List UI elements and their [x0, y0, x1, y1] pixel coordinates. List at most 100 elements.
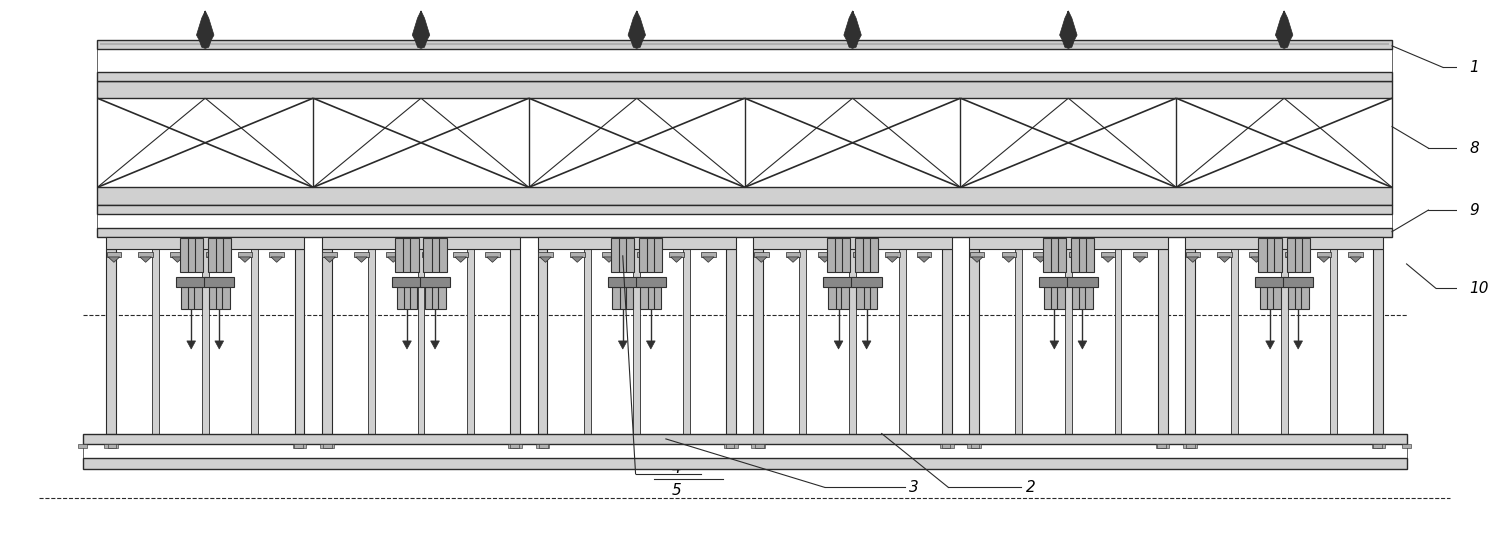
Text: 3: 3 — [910, 480, 919, 495]
Polygon shape — [819, 257, 831, 262]
Bar — [730, 444, 739, 448]
Text: 4: 4 — [672, 461, 682, 476]
Polygon shape — [788, 257, 798, 262]
Bar — [1033, 251, 1048, 257]
Bar — [725, 444, 734, 448]
Polygon shape — [456, 257, 466, 262]
Bar — [1218, 251, 1231, 257]
Bar — [1155, 444, 1164, 448]
Bar — [511, 249, 520, 434]
Bar — [79, 444, 88, 448]
Polygon shape — [834, 341, 843, 349]
Bar — [320, 444, 329, 448]
Bar — [1161, 444, 1169, 448]
Bar — [412, 434, 429, 444]
Polygon shape — [1102, 257, 1114, 262]
Bar — [1187, 444, 1196, 448]
Bar — [828, 287, 849, 308]
Bar — [968, 444, 975, 448]
Polygon shape — [207, 257, 219, 262]
Bar — [1042, 238, 1066, 272]
Bar — [1185, 251, 1200, 257]
Bar — [538, 249, 548, 434]
Text: 2: 2 — [1026, 480, 1035, 495]
Bar — [97, 81, 1392, 98]
Bar — [204, 277, 234, 287]
Polygon shape — [356, 257, 368, 262]
Bar — [417, 249, 424, 434]
Text: 8: 8 — [1470, 141, 1479, 156]
Bar — [454, 251, 468, 257]
Bar — [1281, 249, 1288, 434]
Polygon shape — [703, 257, 715, 262]
Bar — [1227, 434, 1242, 444]
Bar — [323, 251, 337, 257]
Polygon shape — [1078, 341, 1087, 349]
Bar — [608, 277, 637, 287]
Bar — [538, 251, 552, 257]
Bar — [1371, 444, 1380, 448]
Bar — [1373, 444, 1382, 448]
Bar — [1060, 434, 1077, 444]
Bar — [1068, 277, 1097, 287]
Bar — [107, 444, 116, 448]
Bar — [109, 444, 118, 448]
Bar — [97, 205, 1392, 214]
Polygon shape — [140, 257, 152, 262]
Polygon shape — [572, 257, 584, 262]
Polygon shape — [670, 257, 682, 262]
Bar — [170, 251, 185, 257]
Bar — [314, 434, 339, 444]
Polygon shape — [197, 11, 214, 48]
Polygon shape — [487, 257, 499, 262]
Bar — [421, 251, 436, 257]
Bar — [208, 287, 229, 308]
Bar — [817, 251, 832, 257]
Bar — [1316, 251, 1331, 257]
Bar — [538, 237, 736, 249]
Bar — [610, 238, 634, 272]
Polygon shape — [855, 257, 867, 262]
Polygon shape — [1050, 341, 1059, 349]
Bar — [1157, 249, 1167, 434]
Bar — [503, 434, 527, 444]
Bar — [536, 444, 545, 448]
Bar — [323, 444, 332, 448]
Bar — [679, 434, 694, 444]
Polygon shape — [423, 257, 435, 262]
Bar — [969, 251, 984, 257]
Bar — [287, 434, 311, 444]
Bar — [1288, 287, 1309, 308]
Bar — [795, 434, 812, 444]
Polygon shape — [1294, 341, 1303, 349]
Bar — [295, 444, 302, 448]
Bar — [238, 251, 252, 257]
Bar — [207, 238, 231, 272]
Polygon shape — [171, 257, 183, 262]
Bar — [639, 238, 663, 272]
Bar — [853, 251, 868, 257]
Bar — [97, 40, 1392, 50]
Bar — [852, 277, 881, 287]
Polygon shape — [1035, 257, 1047, 262]
Bar — [1100, 251, 1115, 257]
Polygon shape — [1286, 257, 1298, 262]
Bar — [1185, 237, 1383, 249]
Bar — [1151, 434, 1175, 444]
Bar — [1044, 287, 1065, 308]
Bar — [1182, 444, 1191, 448]
Bar — [800, 249, 807, 434]
Bar — [325, 444, 334, 448]
Polygon shape — [539, 257, 551, 262]
Bar — [752, 444, 761, 448]
Polygon shape — [387, 257, 399, 262]
Polygon shape — [1071, 257, 1083, 262]
Bar — [719, 434, 743, 444]
Bar — [826, 238, 850, 272]
Bar — [463, 434, 478, 444]
Bar — [252, 249, 258, 434]
Bar — [1286, 238, 1310, 272]
Bar — [1255, 277, 1285, 287]
Polygon shape — [971, 257, 983, 262]
Polygon shape — [1060, 11, 1077, 48]
